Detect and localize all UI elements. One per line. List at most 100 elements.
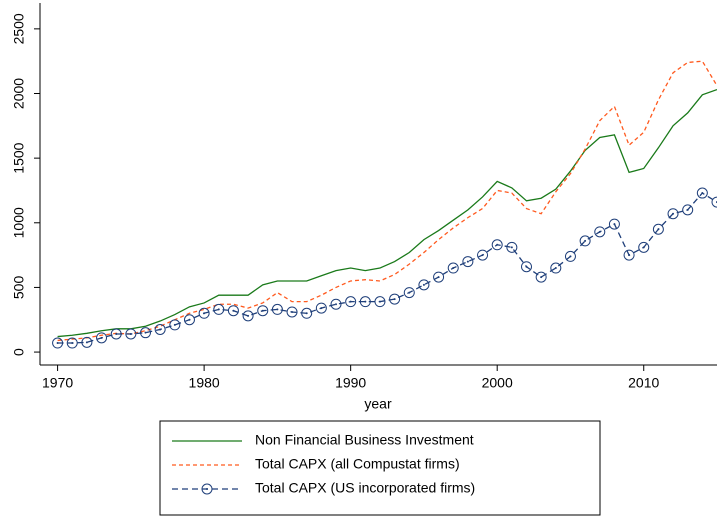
marker-group [433, 271, 445, 283]
point [491, 239, 503, 251]
point [696, 187, 708, 199]
legend-label: Total CAPX (US incorporated firms) [255, 480, 475, 496]
series-line [57, 89, 717, 338]
point-center [56, 342, 59, 345]
point [447, 262, 459, 274]
point-center [364, 300, 367, 303]
point [110, 328, 122, 340]
y-tick-label: 2000 [11, 78, 27, 109]
point-center [232, 309, 235, 312]
point [227, 305, 239, 317]
point [711, 196, 717, 208]
point-center [598, 230, 601, 233]
x-tick-label: 1980 [189, 375, 220, 391]
point [682, 204, 694, 216]
point [623, 249, 635, 261]
point [81, 336, 93, 348]
marker-group [315, 302, 327, 314]
y-tick-label: 500 [11, 276, 27, 300]
marker-group [183, 314, 195, 326]
point-center [129, 332, 132, 335]
point-center [525, 265, 528, 268]
point-center [320, 307, 323, 310]
point [301, 307, 313, 319]
marker-group [667, 208, 679, 220]
point-center [686, 208, 689, 211]
point [506, 241, 518, 253]
marker-group [623, 249, 635, 261]
point [535, 271, 547, 283]
point [579, 235, 591, 247]
marker-group [227, 305, 239, 317]
point [608, 218, 620, 230]
point-center [71, 342, 74, 345]
x-tick-label: 1990 [335, 375, 366, 391]
marker-group [257, 305, 269, 317]
marker-group [696, 187, 708, 199]
marker-group [638, 241, 650, 253]
marker-group [301, 307, 313, 319]
marker-group [125, 328, 137, 340]
marker-group [506, 241, 518, 253]
legend-label: Total CAPX (all Compustat firms) [255, 456, 460, 472]
marker-group [81, 336, 93, 348]
marker-group [447, 262, 459, 274]
marker-group [652, 223, 664, 235]
point-center [408, 291, 411, 294]
point-center [701, 192, 704, 195]
point [330, 298, 342, 310]
point [201, 483, 213, 495]
point-center [554, 267, 557, 270]
x-tick-label: 2010 [628, 375, 659, 391]
point-center [291, 310, 294, 313]
point [418, 279, 430, 291]
marker-group [96, 332, 108, 344]
point [374, 296, 386, 308]
point [52, 337, 64, 349]
point [638, 241, 650, 253]
point [462, 256, 474, 268]
legend-label: Non Financial Business Investment [255, 432, 474, 448]
marker-group [374, 296, 386, 308]
marker-group [521, 261, 533, 273]
marker-group [535, 271, 547, 283]
point-center [496, 243, 499, 246]
marker-group [550, 262, 562, 274]
marker-group [579, 235, 591, 247]
point [66, 337, 78, 349]
point-center [261, 309, 264, 312]
point-center [437, 276, 440, 279]
marker-group [491, 239, 503, 251]
point [564, 250, 576, 262]
point-center [203, 312, 206, 315]
point-center [510, 246, 513, 249]
y-tick-label: 2500 [11, 13, 27, 44]
point-center [628, 254, 631, 257]
marker-group [462, 256, 474, 268]
marker-group [359, 296, 371, 308]
point [403, 287, 415, 299]
point [213, 303, 225, 315]
point-center [349, 300, 352, 303]
y-tick-label: 1500 [11, 142, 27, 173]
marker-group [330, 298, 342, 310]
marker-group [286, 306, 298, 318]
point-center [584, 239, 587, 242]
marker-group [345, 296, 357, 308]
point-center [247, 314, 250, 317]
marker-group [711, 196, 717, 208]
point [198, 307, 210, 319]
point [257, 305, 269, 317]
marker-group [213, 303, 225, 315]
legend-box [159, 420, 601, 516]
series-line [57, 60, 717, 342]
x-axis-label: year [364, 396, 392, 412]
x-tick-label: 1970 [42, 375, 73, 391]
point [271, 303, 283, 315]
point [242, 310, 254, 322]
point [667, 208, 679, 220]
point-center [378, 300, 381, 303]
point [154, 323, 166, 335]
point [389, 293, 401, 305]
